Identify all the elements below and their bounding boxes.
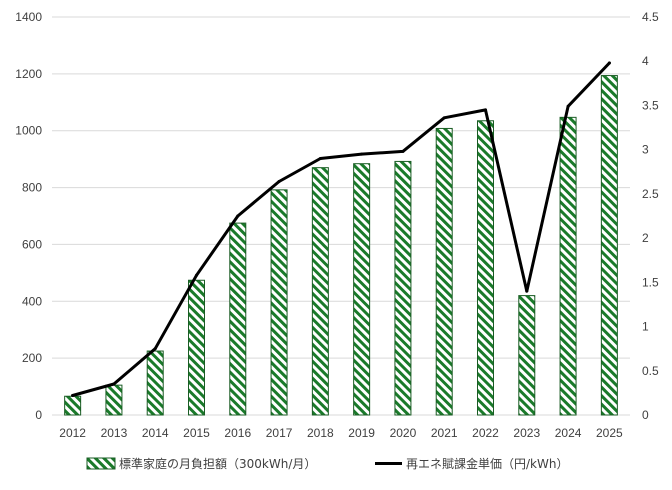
right-tick-label: 1 [642, 320, 649, 334]
right-tick-label: 0 [642, 408, 649, 422]
right-tick-label: 3.5 [642, 98, 659, 112]
x-tick-label: 2013 [101, 426, 128, 440]
bar [394, 160, 412, 416]
line-point [112, 382, 116, 386]
right-tick-label: 0.5 [642, 364, 659, 378]
x-tick-label: 2015 [183, 426, 210, 440]
legend-label-line: 再エネ賦課金単価（円/kWh） [406, 456, 568, 471]
line-point [566, 104, 570, 108]
x-tick-label: 2020 [390, 426, 417, 440]
right-tick-label: 2.5 [642, 187, 659, 201]
legend-item-line: 再エネ賦課金単価（円/kWh） [375, 456, 568, 471]
bar [229, 222, 247, 416]
bar [270, 189, 288, 416]
bar [600, 75, 618, 416]
line-point [236, 214, 240, 218]
line-point [277, 180, 281, 184]
line-point [195, 273, 198, 277]
x-tick-label: 2024 [555, 426, 582, 440]
line-series [71, 61, 611, 398]
right-axis-ticks: 0 0.5 1 1.5 2 2.5 3 3.5 4 4.5 [642, 10, 659, 422]
left-tick-label: 200 [22, 351, 42, 365]
x-tick-label: 2021 [431, 426, 458, 440]
legend-swatch-bar [86, 457, 116, 470]
x-tick-label: 2023 [513, 426, 540, 440]
line-point [401, 149, 405, 153]
bar [311, 167, 329, 416]
bar [559, 116, 577, 416]
left-tick-label: 1400 [15, 10, 42, 24]
bar [435, 127, 453, 416]
right-tick-label: 4 [642, 54, 649, 68]
legend-label-bar: 標準家庭の月負担額（300kWh/月） [119, 456, 316, 471]
right-tick-label: 1.5 [642, 275, 659, 289]
left-tick-label: 800 [22, 181, 42, 195]
line-point [318, 157, 322, 161]
bar [105, 384, 123, 416]
line-point [71, 394, 75, 398]
right-tick-label: 2 [642, 231, 649, 245]
line-point [484, 108, 487, 112]
bar [353, 163, 371, 416]
x-tick-label: 2012 [59, 426, 86, 440]
bar [64, 395, 82, 416]
line-point [153, 347, 157, 351]
legend: 標準家庭の月負担額（300kWh/月） 再エネ賦課金単価（円/kWh） [86, 456, 568, 471]
left-tick-label: 600 [22, 237, 42, 251]
bar-series [64, 75, 618, 416]
bar [518, 295, 536, 416]
series-line [71, 61, 611, 397]
x-tick-label: 2014 [142, 426, 169, 440]
bar [188, 279, 205, 416]
x-tick-label: 2022 [472, 426, 499, 440]
x-tick-label: 2018 [307, 426, 334, 440]
x-tick-label: 2019 [348, 426, 375, 440]
bar [477, 120, 494, 416]
x-tick-label: 2025 [596, 426, 623, 440]
bar [146, 350, 164, 416]
left-tick-label: 1000 [15, 124, 42, 138]
x-tick-label: 2016 [224, 426, 251, 440]
x-tick-label: 2017 [266, 426, 293, 440]
line-point [607, 61, 611, 65]
line-point [442, 116, 446, 120]
line-point [525, 289, 529, 293]
left-tick-label: 1200 [15, 67, 42, 81]
legend-item-bar: 標準家庭の月負担額（300kWh/月） [86, 456, 316, 471]
left-tick-label: 400 [22, 294, 42, 308]
left-axis-ticks: 0 200 400 600 800 1000 1200 1400 [15, 10, 42, 422]
left-tick-label: 0 [35, 408, 42, 422]
x-axis-ticks: 2012 2013 2014 2015 2016 2017 2018 2019 2020 2021… [59, 426, 623, 440]
right-tick-label: 3 [642, 143, 649, 157]
line-point [360, 152, 364, 156]
right-tick-label: 4.5 [642, 10, 659, 24]
